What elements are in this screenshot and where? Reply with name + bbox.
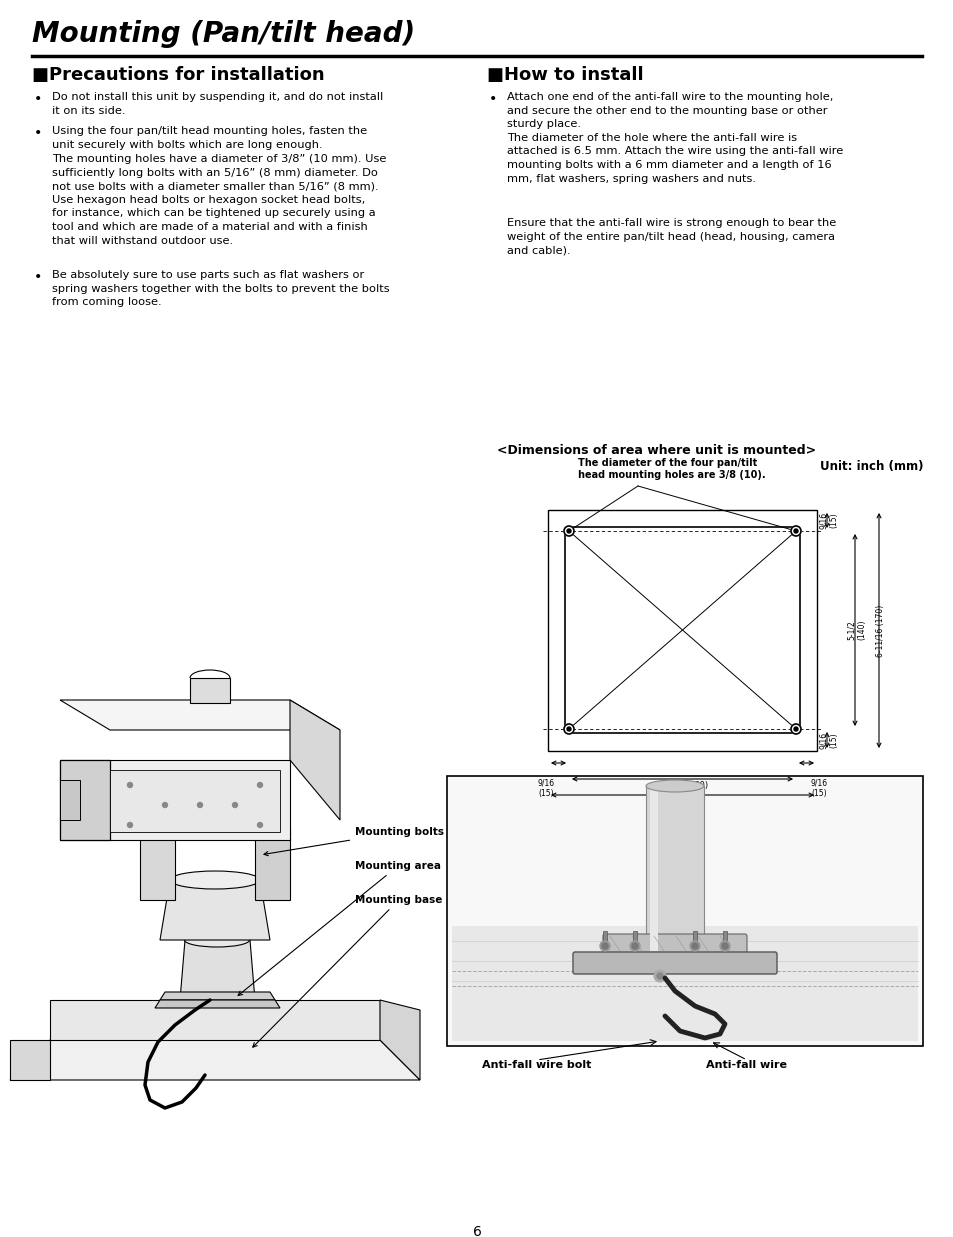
Text: Using the four pan/tilt head mounting holes, fasten the
unit securely with bolts: Using the four pan/tilt head mounting ho…	[52, 126, 367, 150]
Polygon shape	[290, 700, 339, 820]
Text: ■Precautions for installation: ■Precautions for installation	[32, 66, 324, 84]
Text: Mounting base: Mounting base	[253, 896, 442, 1048]
Circle shape	[162, 803, 168, 808]
Circle shape	[629, 941, 639, 951]
Polygon shape	[50, 999, 379, 1040]
Bar	[649, 785, 658, 951]
Bar	[633, 931, 637, 949]
Polygon shape	[60, 760, 290, 840]
Circle shape	[793, 727, 797, 731]
Circle shape	[599, 941, 609, 951]
Circle shape	[197, 803, 202, 808]
Text: Unit: inch (mm): Unit: inch (mm)	[820, 460, 923, 473]
Text: 9/16
(15): 9/16 (15)	[819, 731, 838, 748]
Text: 9/16
(15): 9/16 (15)	[810, 779, 826, 798]
Text: •: •	[34, 270, 42, 285]
Polygon shape	[140, 830, 174, 901]
Text: •: •	[34, 92, 42, 106]
Text: ■How to install: ■How to install	[486, 66, 643, 84]
Bar	[722, 931, 726, 949]
Polygon shape	[60, 781, 80, 820]
Circle shape	[128, 783, 132, 788]
Text: 5-1/2
(140): 5-1/2 (140)	[846, 620, 865, 641]
Text: Mounting area: Mounting area	[238, 861, 440, 996]
Polygon shape	[10, 1040, 419, 1080]
Circle shape	[566, 529, 571, 533]
Polygon shape	[452, 927, 917, 1042]
Circle shape	[689, 941, 700, 951]
Text: 6-11/16 (170): 6-11/16 (170)	[876, 605, 884, 657]
Circle shape	[691, 943, 698, 949]
Bar	[645, 785, 703, 951]
Text: 9/16
(15): 9/16 (15)	[537, 779, 554, 798]
Text: Ensure that the anti-fall wire is strong enough to bear the
weight of the entire: Ensure that the anti-fall wire is strong…	[506, 218, 836, 255]
Text: 6: 6	[472, 1225, 481, 1237]
Polygon shape	[160, 880, 270, 940]
Text: Anti-fall wire bolt: Anti-fall wire bolt	[482, 1060, 591, 1070]
Text: 7-1/2 (190): 7-1/2 (190)	[659, 797, 705, 807]
Polygon shape	[254, 830, 290, 901]
Text: •: •	[489, 92, 497, 106]
Circle shape	[563, 724, 574, 734]
Polygon shape	[154, 999, 280, 1008]
Circle shape	[128, 823, 132, 828]
Polygon shape	[60, 700, 339, 730]
Circle shape	[233, 803, 237, 808]
Polygon shape	[110, 769, 280, 833]
Text: The mounting holes have a diameter of 3/8” (10 mm). Use
sufficiently long bolts : The mounting holes have a diameter of 3/…	[52, 153, 386, 246]
Text: Mounting (Pan/tilt head): Mounting (Pan/tilt head)	[32, 20, 415, 48]
Text: 6-5/16 (160): 6-5/16 (160)	[656, 781, 708, 790]
Text: Anti-fall wire: Anti-fall wire	[706, 1060, 786, 1070]
Circle shape	[790, 526, 801, 536]
Ellipse shape	[170, 871, 260, 889]
Circle shape	[721, 943, 727, 949]
Ellipse shape	[645, 781, 703, 792]
Circle shape	[657, 974, 662, 978]
Circle shape	[257, 823, 262, 828]
Bar	[547, 510, 816, 751]
Circle shape	[793, 529, 797, 533]
Polygon shape	[160, 992, 274, 999]
FancyBboxPatch shape	[573, 952, 776, 974]
Bar	[692, 931, 697, 949]
Text: The diameter of the four pan/tilt
head mounting holes are 3/8 (10).: The diameter of the four pan/tilt head m…	[578, 458, 765, 480]
Circle shape	[790, 724, 801, 734]
Polygon shape	[379, 999, 419, 1080]
Circle shape	[566, 727, 571, 731]
Polygon shape	[190, 678, 230, 703]
Circle shape	[720, 941, 729, 951]
Text: 9/16
(15): 9/16 (15)	[819, 512, 838, 529]
Circle shape	[601, 943, 607, 949]
Ellipse shape	[184, 933, 250, 948]
Text: •: •	[34, 126, 42, 140]
Circle shape	[631, 943, 638, 949]
Circle shape	[654, 970, 665, 982]
Bar	[602, 931, 606, 949]
Text: Be absolutely sure to use parts such as flat washers or
spring washers together : Be absolutely sure to use parts such as …	[52, 270, 389, 307]
FancyBboxPatch shape	[602, 934, 746, 952]
Bar	[447, 776, 923, 1047]
Text: <Dimensions of area where unit is mounted>: <Dimensions of area where unit is mounte…	[497, 444, 815, 456]
Circle shape	[563, 526, 574, 536]
Circle shape	[257, 783, 262, 788]
Text: Mounting bolts: Mounting bolts	[264, 828, 443, 856]
Polygon shape	[180, 940, 254, 999]
Text: Attach one end of the anti-fall wire to the mounting hole,
and secure the other : Attach one end of the anti-fall wire to …	[506, 92, 842, 183]
Polygon shape	[10, 1040, 50, 1080]
Text: Do not install this unit by suspending it, and do not install
it on its side.: Do not install this unit by suspending i…	[52, 92, 383, 115]
Polygon shape	[60, 760, 110, 840]
